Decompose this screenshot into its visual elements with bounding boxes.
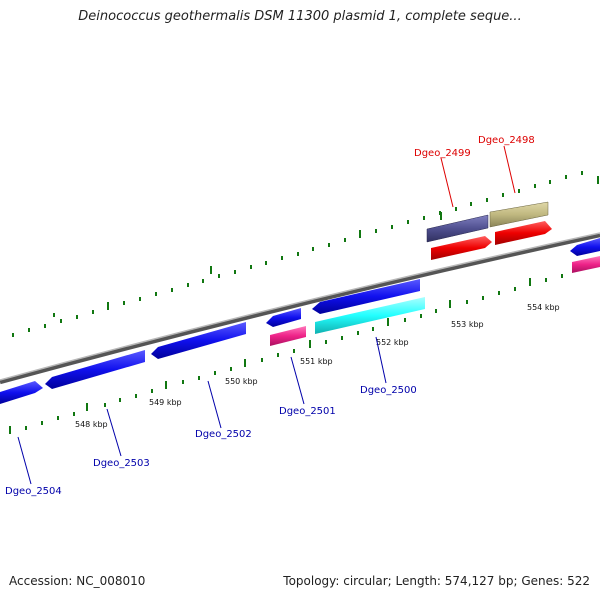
topology-summary: Topology: circular; Length: 574,127 bp; … [283, 574, 590, 588]
kbp-label: 550 kbp [225, 377, 258, 386]
genome-backbone [0, 232, 600, 385]
gene-feature[interactable] [570, 238, 600, 256]
gene-feature[interactable] [266, 308, 301, 327]
gene-feature[interactable] [151, 322, 246, 359]
gene-label-dgeo-2501[interactable]: Dgeo_2501 [279, 406, 336, 417]
map-title: Deinococcus geothermalis DSM 11300 plasm… [78, 9, 522, 24]
gene-feature[interactable] [312, 279, 420, 314]
label-leaders [17, 145, 516, 485]
gene-label-dgeo-2498[interactable]: Dgeo_2498 [478, 135, 535, 146]
gene-feature[interactable] [495, 221, 552, 245]
gene-feature[interactable] [45, 350, 145, 389]
kbp-label: 551 kbp [300, 357, 333, 366]
bottom-strand-features [0, 238, 600, 404]
kbp-labels: 548 kbp 549 kbp 550 kbp 551 kbp 552 kbp … [75, 303, 560, 429]
gene-feature[interactable] [431, 236, 492, 260]
gene-feature[interactable] [426, 214, 489, 243]
gene-feature[interactable] [315, 297, 425, 334]
gene-label-dgeo-2500[interactable]: Dgeo_2500 [360, 385, 417, 396]
kbp-label: 549 kbp [149, 398, 182, 407]
gene-label-dgeo-2504[interactable]: Dgeo_2504 [5, 486, 62, 497]
upper-tick-track [12, 171, 599, 337]
lower-tick-track [9, 274, 563, 434]
gene-label-dgeo-2499[interactable]: Dgeo_2499 [414, 148, 471, 159]
gene-label-dgeo-2503[interactable]: Dgeo_2503 [93, 458, 150, 469]
gene-label-dgeo-2502[interactable]: Dgeo_2502 [195, 429, 252, 440]
gene-feature[interactable] [489, 201, 549, 228]
gene-feature[interactable] [270, 326, 306, 346]
top-strand-features [426, 201, 552, 260]
gene-feature[interactable] [572, 256, 600, 273]
kbp-label: 554 kbp [527, 303, 560, 312]
kbp-label: 553 kbp [451, 320, 484, 329]
kbp-label: 552 kbp [376, 338, 409, 347]
kbp-label: 548 kbp [75, 420, 108, 429]
gene-labels: Dgeo_2504 Dgeo_2503 Dgeo_2502 Dgeo_2501 … [5, 135, 535, 497]
accession-text: Accession: NC_008010 [9, 574, 146, 588]
gene-feature[interactable] [0, 381, 43, 404]
